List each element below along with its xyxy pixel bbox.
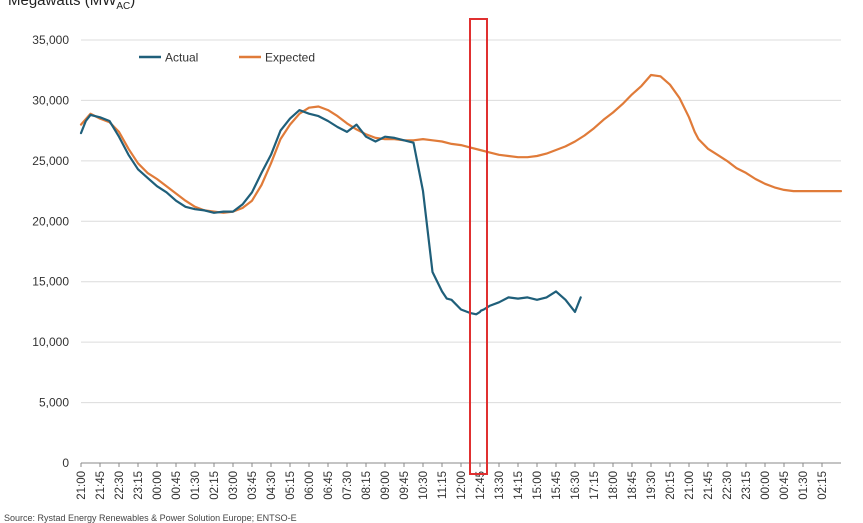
- legend-label-actual: Actual: [165, 51, 198, 65]
- x-tick-label: 23:15: [741, 471, 753, 500]
- y-tick-label: 15,000: [32, 275, 69, 289]
- y-tick-label: 0: [62, 456, 69, 470]
- x-tick-label: 00:45: [171, 471, 183, 500]
- y-tick-label: 5,000: [39, 396, 69, 410]
- x-tick-label: 04:30: [266, 471, 278, 500]
- x-tick-label: 12:00: [456, 471, 468, 500]
- y-tick-label: 25,000: [32, 154, 69, 168]
- x-tick-label: 18:45: [627, 471, 639, 500]
- x-tick-label: 09:00: [380, 471, 392, 500]
- y-axis-ticks: 0 5,000 10,000 15,000 20,000 25,000 30,000 35,0…: [32, 33, 69, 470]
- x-tick-label: 01:30: [190, 471, 202, 500]
- x-tick-label: 20:15: [665, 471, 677, 500]
- x-tick-label: 22:30: [114, 471, 126, 500]
- x-tick-label: 03:00: [228, 471, 240, 500]
- x-tick-label: 08:15: [361, 471, 373, 500]
- x-tick-label: 17:15: [589, 471, 601, 500]
- x-tick-label: 19:30: [646, 471, 658, 500]
- source-note: Source: Rystad Energy Renewables & Power…: [4, 513, 297, 523]
- x-tick-label: 02:15: [209, 471, 221, 500]
- y-tick-label: 10,000: [32, 335, 69, 349]
- x-tick-label: 22:30: [722, 471, 734, 500]
- x-tick-label: 23:15: [133, 471, 145, 500]
- x-tick-label: 14:15: [513, 471, 525, 500]
- x-tick-label: 10:30: [418, 471, 430, 500]
- x-tick-label: 02:15: [817, 471, 829, 500]
- x-tick-label: 05:15: [285, 471, 297, 500]
- x-tick-label: 07:30: [342, 471, 354, 500]
- x-tick-label: 00:00: [760, 471, 772, 500]
- x-tick-label: 13:30: [494, 471, 506, 500]
- y-axis-unit-label: Megawatts (MWAC): [8, 0, 136, 12]
- x-tick-label: 11:15: [437, 471, 449, 499]
- x-tick-label: 15:00: [532, 471, 544, 500]
- x-tick-label: 21:00: [684, 471, 696, 500]
- x-tick-label: 06:00: [304, 471, 316, 500]
- y-tick-label: 20,000: [32, 214, 69, 228]
- x-tick-label: 16:30: [570, 471, 582, 500]
- y-tick-label: 35,000: [32, 33, 69, 47]
- legend-label-expected: Expected: [265, 51, 315, 65]
- x-tick-label: 03:45: [247, 471, 259, 500]
- series-line-actual: [79, 108, 582, 316]
- x-tick-label: 00:45: [779, 471, 791, 500]
- x-tick-label: 12:45: [475, 471, 487, 500]
- gridlines: [81, 39, 841, 464]
- x-tick-label: 01:30: [798, 471, 810, 500]
- x-tick-label: 21:00: [76, 471, 88, 500]
- x-tick-label: 21:45: [703, 471, 715, 500]
- x-tick-label: 15:45: [551, 471, 563, 500]
- x-tick-label: 18:00: [608, 471, 620, 500]
- highlight-box: [469, 18, 488, 475]
- x-tick-label: 00:00: [152, 471, 164, 500]
- y-tick-label: 30,000: [32, 93, 69, 107]
- x-tick-label: 06:45: [323, 471, 335, 500]
- x-tick-label: 09:45: [399, 471, 411, 500]
- series-lines: [79, 73, 843, 316]
- legend: Actual Expected: [139, 51, 315, 65]
- series-line-expected: [79, 73, 843, 214]
- x-axis-ticks: 21:00 21:45 22:30 23:15 00:00 00:45 01:30 02:15…: [76, 463, 829, 500]
- x-tick-label: 21:45: [95, 471, 107, 500]
